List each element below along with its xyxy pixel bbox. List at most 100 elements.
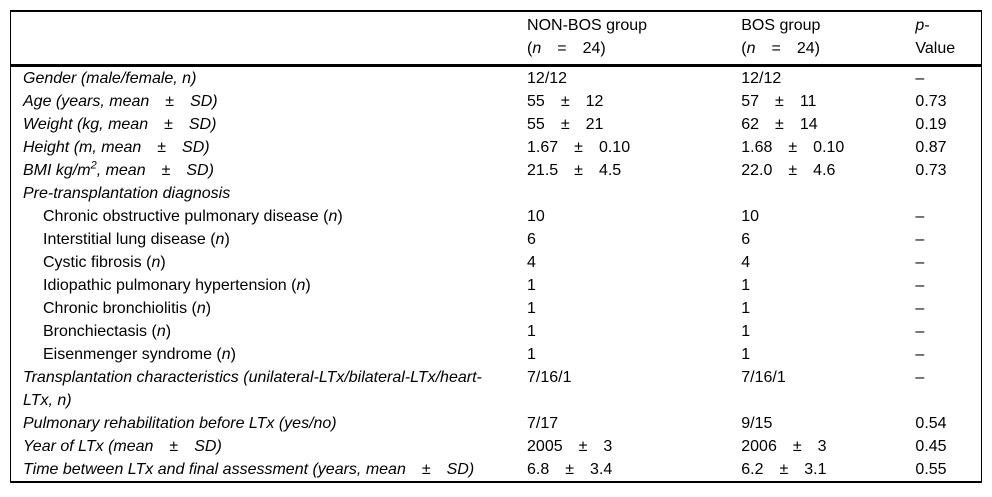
header-bos-paren: (	[741, 40, 747, 57]
row-label-text: , mean ± SD)	[96, 162, 214, 179]
header-non-bos-group: NON-BOS group (n = 24)	[527, 11, 742, 67]
header-non-bos-n: n	[532, 40, 542, 57]
table-row: Chronic bronchiolitis (n) 1 1–	[11, 297, 982, 320]
row-label-text: Eisenmenger syndrome (	[43, 346, 222, 363]
row-label: Pre-transplantation diagnosis	[11, 182, 528, 205]
row-label-text: Weight (kg, mean ± SD)	[23, 116, 217, 133]
row-label-text: Pre-transplantation diagnosis	[23, 185, 231, 202]
cell-bos-value: 62 ± 14	[741, 116, 818, 133]
cell-non-bos-value: 1	[527, 277, 536, 294]
cell-non-bos-value: 7/17	[527, 415, 559, 432]
table-row: Time between LTx and final assessment (y…	[11, 458, 982, 482]
cell-non-bos-value: 10	[527, 208, 545, 225]
cell-non-bos-value: 1	[527, 346, 536, 363]
cell-p-value: –	[915, 231, 925, 248]
row-label-text: LTx, n)	[23, 392, 72, 409]
row-label-text: Time between LTx and final assessment (y…	[23, 461, 475, 478]
cell-non-bos-value: 1	[527, 323, 536, 340]
cell-non-bos-value: 2005 ± 3	[527, 438, 613, 455]
row-label-text: Pulmonary rehabilitation before LTx (yes…	[23, 415, 337, 432]
table-row: Pulmonary rehabilitation before LTx (yes…	[11, 412, 982, 435]
cell-p-value: –	[915, 277, 925, 294]
cell-non-bos-value: 12/12	[527, 70, 568, 87]
row-label: Weight (kg, mean ± SD)	[11, 113, 528, 136]
cell-p-value: 0.55	[915, 461, 947, 478]
cell-non-bos-value: 4	[527, 254, 536, 271]
header-bos-line2: (n = 24)	[741, 37, 915, 60]
cell-non-bos-value: 55 ± 12	[527, 93, 604, 110]
row-label-text: )	[337, 208, 343, 225]
header-non-bos-line2: (n = 24)	[527, 37, 741, 60]
row-label-text: )	[230, 346, 236, 363]
table-row: Bronchiectasis (n) 1 1–	[11, 320, 982, 343]
cell-bos-value: 1	[741, 300, 751, 317]
cell-p-value: –	[915, 323, 925, 340]
row-label: Time between LTx and final assessment (y…	[11, 458, 528, 482]
cell-non-bos-value: 55 ± 21	[527, 116, 604, 133]
header-p-line1: p-	[915, 14, 981, 37]
table-row: Height (m, mean ± SD) 1.67 ± 0.10 1.68 ± 0…	[11, 136, 982, 159]
row-label-text: )	[305, 277, 311, 294]
row-label: Height (m, mean ± SD)	[11, 136, 528, 159]
patient-characteristics-table: NON-BOS group (n = 24) BOS group (n = 24…	[10, 10, 982, 483]
cell-bos-value	[741, 182, 915, 205]
row-label-text: Gender (male/female, n)	[23, 70, 197, 87]
cell-p-value: 0.87	[915, 139, 947, 156]
page: NON-BOS group (n = 24) BOS group (n = 24…	[10, 10, 982, 483]
row-label: Pulmonary rehabilitation before LTx (yes…	[11, 412, 528, 435]
row-label: Bronchiectasis (n)	[11, 320, 528, 343]
row-label-text: n	[156, 323, 166, 340]
header-p-line2: Value	[915, 40, 956, 57]
cell-p-value: –	[915, 254, 925, 271]
row-label: Gender (male/female, n)	[11, 66, 528, 91]
cell-bos-value: 6	[741, 231, 751, 248]
row-label-text: )	[160, 254, 166, 271]
row-label-text: n	[328, 208, 338, 225]
cell-p-value: 0.73	[915, 93, 947, 110]
cell-p-value: 0.19	[915, 116, 947, 133]
row-label-text: Transplantation characteristics (unilate…	[23, 369, 482, 386]
cell-p-value: –	[915, 208, 925, 225]
row-label-text: Height (m, mean ± SD)	[23, 139, 210, 156]
cell-non-bos-value: 7/16/1	[527, 369, 572, 386]
table-row: Transplantation characteristics (unilate…	[11, 366, 982, 412]
row-label-text: n	[221, 346, 231, 363]
row-label: Chronic bronchiolitis (n)	[11, 297, 528, 320]
row-label-text: )	[205, 300, 212, 317]
header-p-italic: p	[915, 17, 925, 34]
cell-bos-value: 2006 ± 3	[741, 438, 827, 455]
cell-bos-value: 10	[741, 208, 760, 225]
cell-p-value: –	[915, 70, 925, 87]
cell-bos-value: 6.2 ± 3.1	[741, 461, 827, 478]
row-label-text: 2	[90, 159, 97, 172]
row-label-text: Interstitial lung disease (	[43, 231, 216, 248]
cell-bos-value: 1	[741, 277, 751, 294]
header-parameter-column	[10, 11, 528, 67]
row-label-text: n	[296, 277, 306, 294]
table-row: Age (years, mean ± SD) 55 ± 12 57 ± 11 0.73	[11, 90, 982, 113]
row-label-text: Cystic fibrosis (	[43, 254, 152, 271]
row-label-text: Idiopathic pulmonary hypertension (	[43, 277, 297, 294]
row-label-text: n	[196, 300, 206, 317]
cell-non-bos-value: 21.5 ± 4.5	[527, 162, 622, 179]
row-label: Transplantation characteristics (unilate…	[11, 366, 528, 412]
row-label: Eisenmenger syndrome (n)	[11, 343, 528, 366]
row-label-text: )	[165, 323, 172, 340]
cell-p-value	[915, 182, 981, 205]
row-label: Idiopathic pulmonary hypertension (n)	[11, 274, 528, 297]
row-label-text: Age (years, mean ± SD)	[23, 93, 218, 110]
table-row: Idiopathic pulmonary hypertension (n) 1 1–	[11, 274, 982, 297]
row-label: Year of LTx (mean ± SD)	[11, 435, 528, 458]
header-non-bos-count: = 24)	[541, 40, 606, 57]
row-label: Interstitial lung disease (n)	[11, 228, 528, 251]
header-p-hyphen: -	[924, 17, 930, 34]
cell-non-bos-value: 6.8 ± 3.4	[527, 461, 613, 478]
cell-p-value: –	[915, 369, 925, 386]
row-label: Cystic fibrosis (n)	[11, 251, 528, 274]
row-label-text: Chronic obstructive pulmonary disease (	[43, 208, 329, 225]
cell-bos-value: 9/15	[741, 415, 773, 432]
header-bos-count: = 24)	[755, 40, 820, 57]
cell-bos-value: 1	[741, 346, 751, 363]
table-row: Chronic obstructive pulmonary disease (n…	[11, 205, 982, 228]
row-label-text: )	[224, 231, 230, 248]
